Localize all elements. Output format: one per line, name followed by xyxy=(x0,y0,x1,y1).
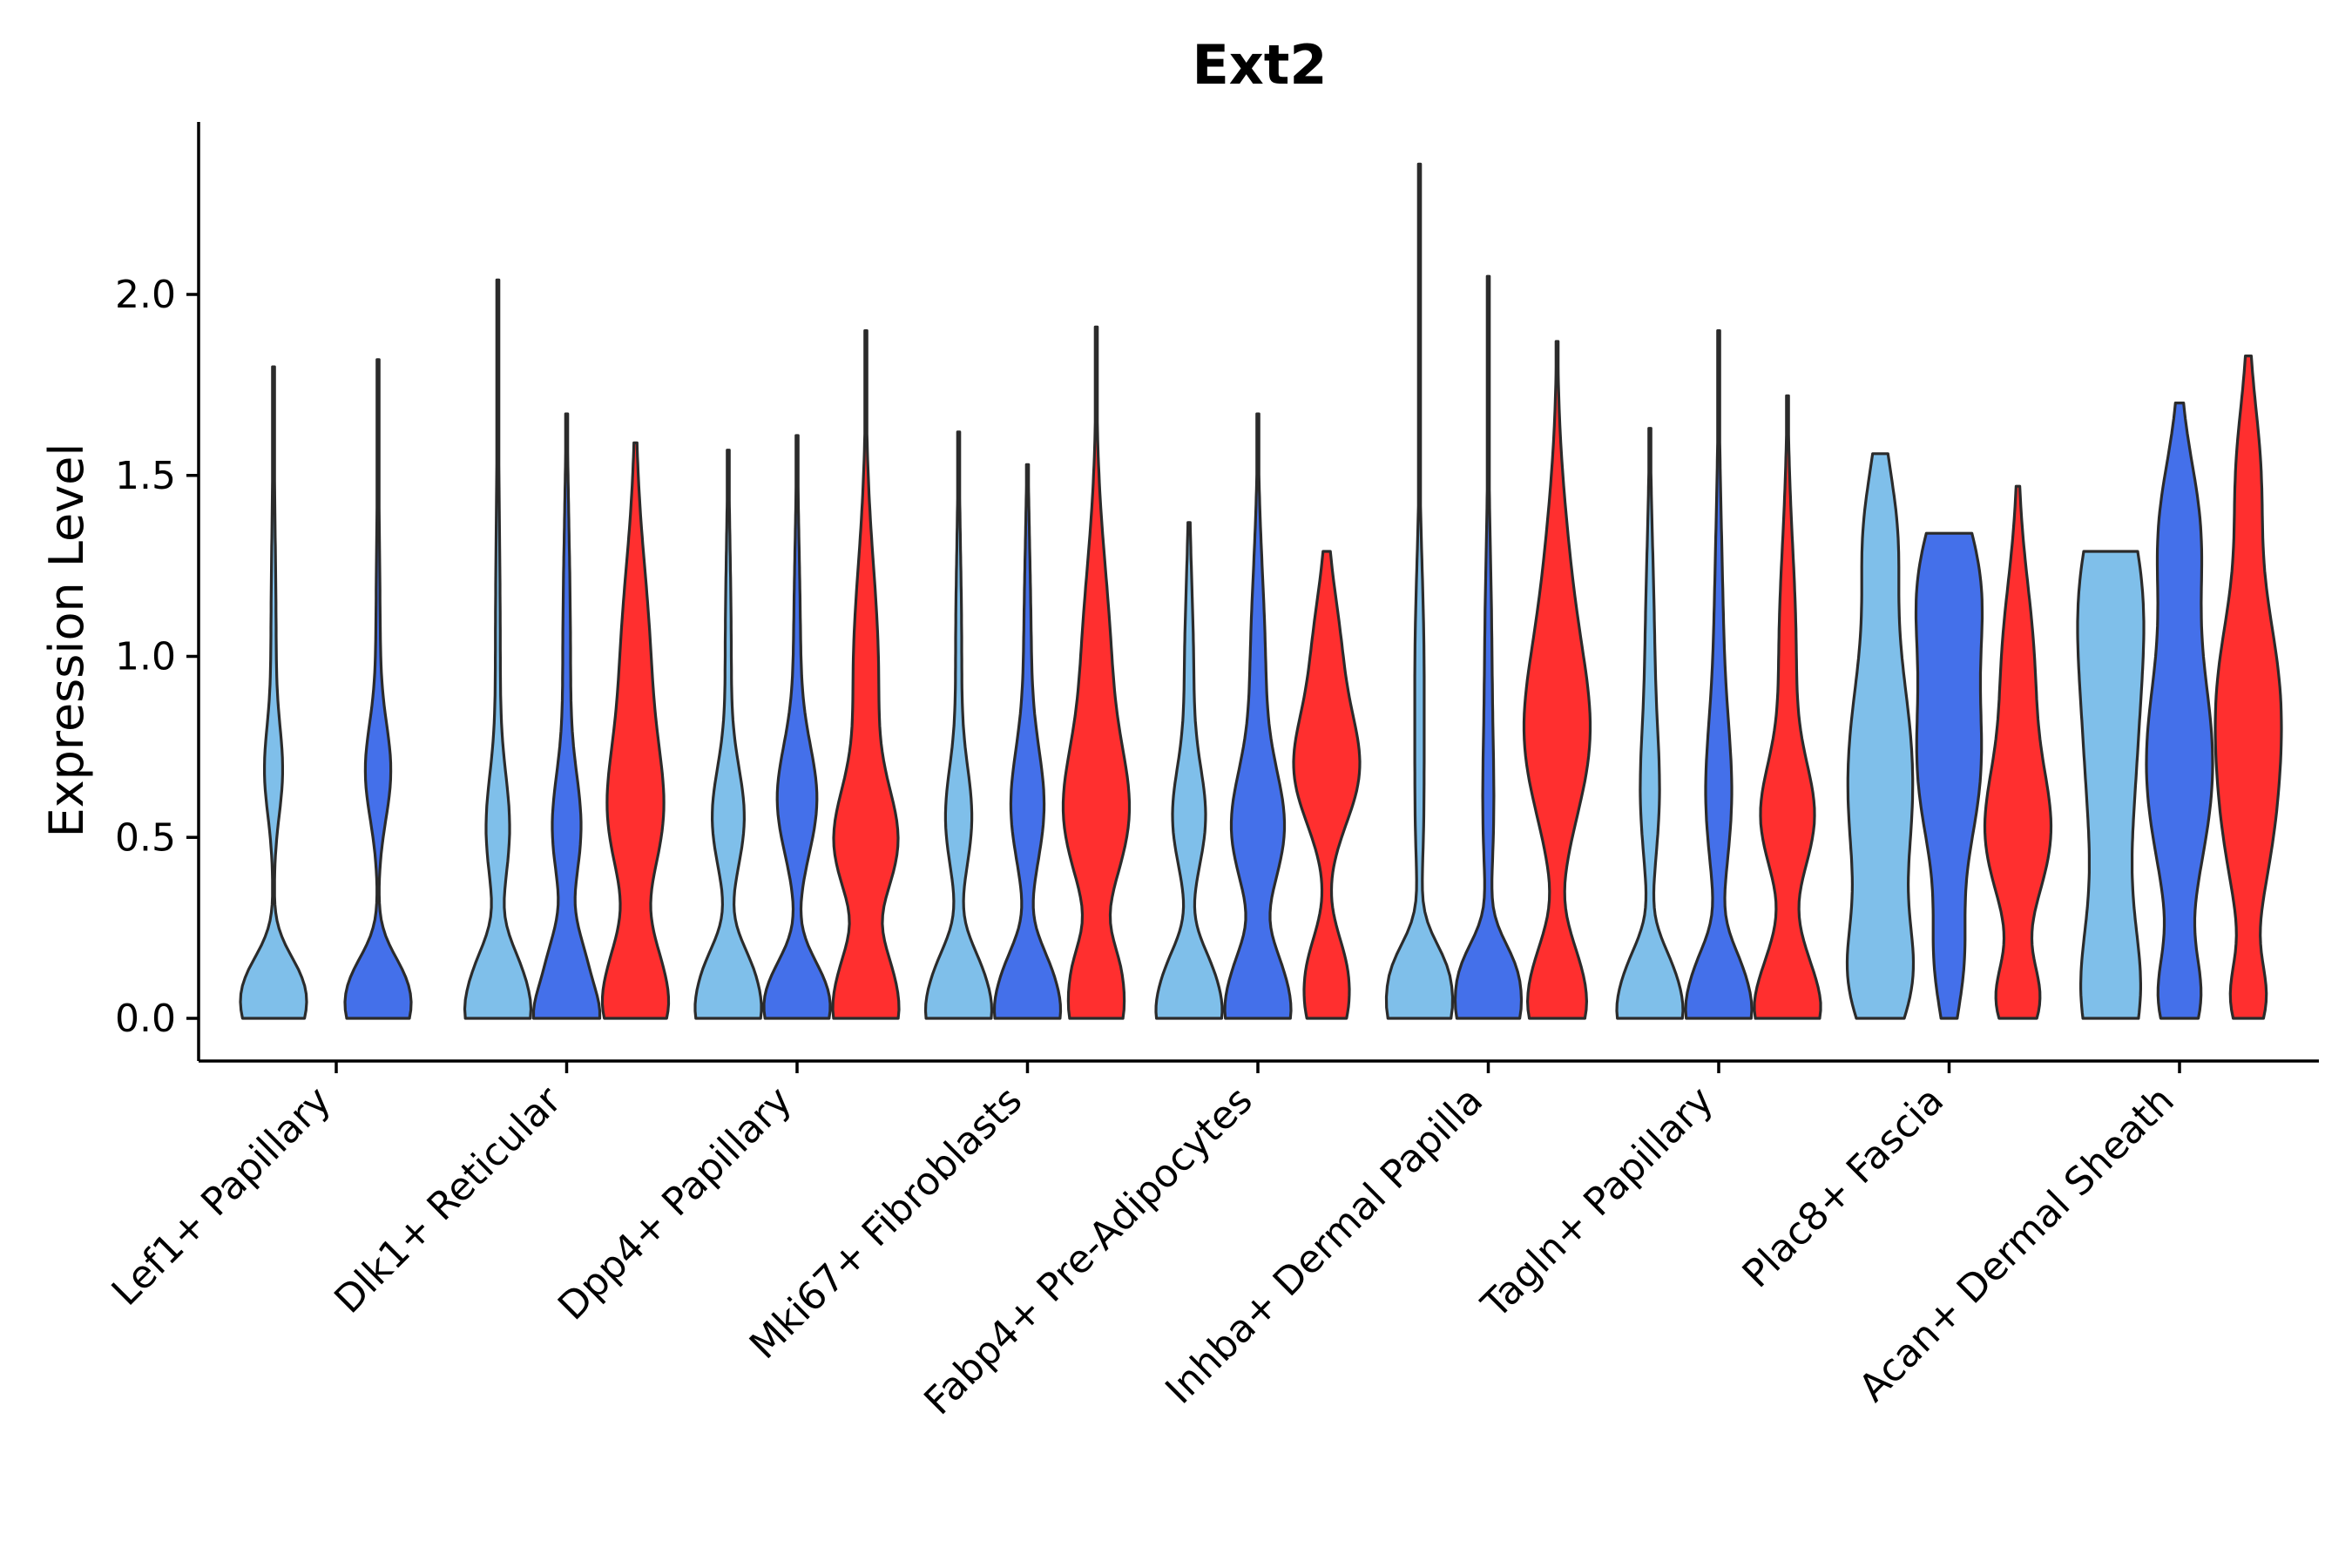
violin-3-1 xyxy=(693,449,763,1020)
violin-9-1 xyxy=(2076,550,2146,1020)
violin-2-2 xyxy=(531,412,602,1020)
violin-8-2 xyxy=(1914,531,1984,1020)
violin-2-3 xyxy=(600,441,671,1020)
y-axis-label: Expression Level xyxy=(39,443,94,838)
violin-5-1 xyxy=(1154,521,1224,1020)
violin-6-2 xyxy=(1453,274,1524,1020)
violin-8-3 xyxy=(1983,484,2053,1020)
y-tick-label: 0.5 xyxy=(115,815,176,860)
violin-6-3 xyxy=(1522,340,1592,1020)
violin-4-2 xyxy=(992,463,1063,1020)
violin-3-3 xyxy=(831,329,901,1020)
y-tick-label: 2.0 xyxy=(115,273,176,317)
violin-9-2 xyxy=(2145,402,2214,1020)
x-tick-label: Tagln+ Papillary xyxy=(1473,1078,1722,1328)
y-tick-label: 1.5 xyxy=(115,454,176,498)
violin-4-3 xyxy=(1061,325,1132,1020)
violin-8-1 xyxy=(1845,452,1916,1020)
violin-5-3 xyxy=(1292,550,1362,1020)
violin-1-1 xyxy=(239,365,308,1020)
violin-2-1 xyxy=(463,278,533,1020)
y-tick-label: 0.0 xyxy=(115,997,176,1041)
x-tick-label: Dpp4+ Papillary xyxy=(550,1078,801,1329)
violin-7-1 xyxy=(1615,427,1685,1020)
violin-7-2 xyxy=(1684,329,1754,1020)
violin-5-2 xyxy=(1223,412,1293,1020)
violin-1-2 xyxy=(343,358,413,1020)
y-tick-label: 1.0 xyxy=(115,635,176,679)
x-tick-label: Plac8+ Fascia xyxy=(1734,1078,1953,1297)
violin-4-1 xyxy=(923,430,994,1020)
chart-title: Ext2 xyxy=(1192,33,1327,97)
violin-6-1 xyxy=(1384,162,1455,1020)
violin-7-3 xyxy=(1753,394,1822,1020)
violin-3-2 xyxy=(762,434,832,1020)
x-tick-label: Lef1+ Papillary xyxy=(104,1078,340,1315)
violin-9-3 xyxy=(2213,355,2283,1020)
x-tick-label: Dlk1+ Reticular xyxy=(326,1078,571,1322)
